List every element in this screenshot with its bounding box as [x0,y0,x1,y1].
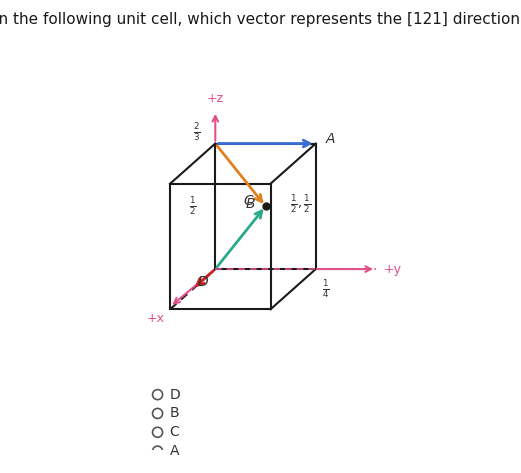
Text: +x: +x [147,312,165,325]
Text: C: C [243,194,253,208]
Text: A: A [326,131,336,146]
Text: In the following unit cell, which vector represents the [121] direction?: In the following unit cell, which vector… [0,12,521,27]
Text: +y: +y [383,263,402,276]
Text: A: A [170,444,179,458]
Text: $\frac{1}{2},\frac{1}{2}$: $\frac{1}{2},\frac{1}{2}$ [290,193,311,215]
Text: $\frac{1}{4}$: $\frac{1}{4}$ [322,278,330,300]
Text: B: B [170,406,179,420]
Text: $\frac{2}{3}$: $\frac{2}{3}$ [193,121,200,143]
Text: D: D [170,387,180,402]
Text: B: B [246,197,255,211]
Text: +z: +z [207,92,224,105]
Text: D: D [197,275,208,289]
Text: C: C [170,425,179,439]
Text: $\frac{1}{2}$: $\frac{1}{2}$ [189,195,196,217]
